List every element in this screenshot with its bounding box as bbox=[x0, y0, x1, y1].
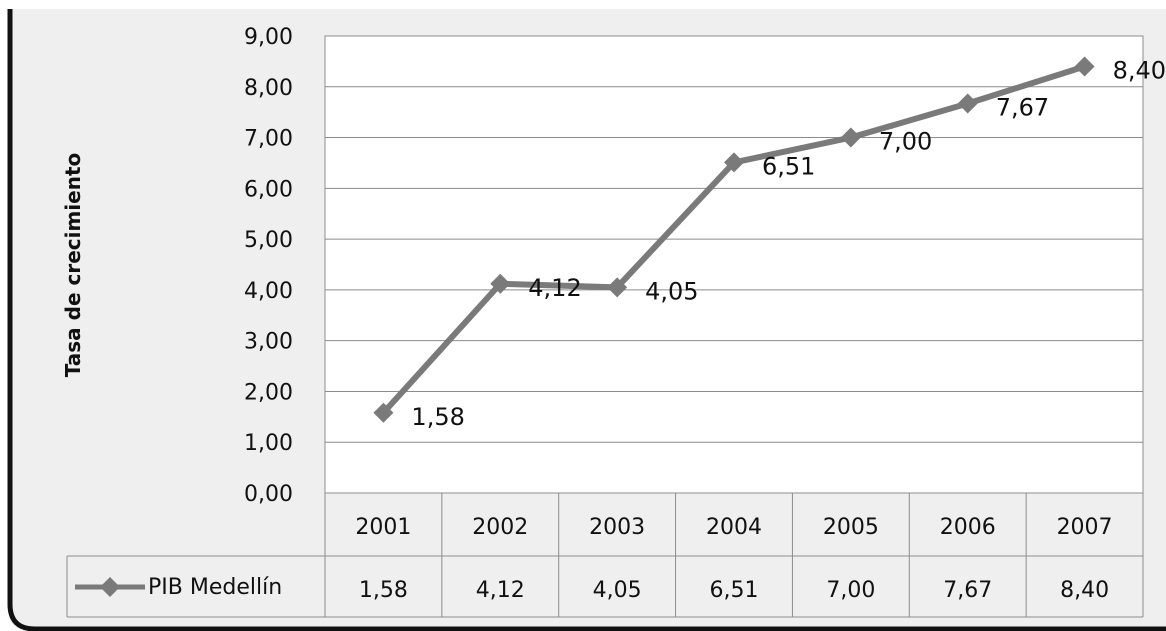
x-category-label: 2002 bbox=[472, 515, 528, 540]
table-value-cell: 1,58 bbox=[359, 578, 408, 603]
y-tick-label: 9,00 bbox=[244, 25, 293, 50]
data-label: 4,12 bbox=[528, 274, 581, 302]
y-tick-label: 0,00 bbox=[244, 482, 293, 507]
y-tick-label: 6,00 bbox=[244, 177, 293, 202]
data-marker bbox=[373, 402, 394, 423]
data-marker bbox=[1074, 56, 1095, 77]
table-value-cell: 6,51 bbox=[710, 578, 759, 603]
y-tick-label: 7,00 bbox=[244, 127, 293, 152]
data-marker bbox=[840, 127, 861, 148]
series-markers bbox=[373, 56, 1095, 423]
table-value-cell: 8,40 bbox=[1060, 578, 1109, 603]
x-category-label: 2005 bbox=[823, 515, 879, 540]
gridlines bbox=[325, 35, 1143, 443]
data-labels: 1,58 4,12 4,05 6,51 7,00 7,67 8,40 bbox=[411, 56, 1166, 430]
legend-series-name: PIB Medellín bbox=[148, 575, 282, 600]
y-tick-label: 1,00 bbox=[244, 431, 293, 456]
table-value-cell: 7,67 bbox=[943, 578, 992, 603]
x-category-label: 2003 bbox=[589, 515, 645, 540]
data-label: 7,00 bbox=[879, 128, 932, 156]
y-axis-label: Tasa de crecimiento bbox=[61, 153, 85, 378]
x-category-label: 2006 bbox=[940, 515, 996, 540]
plot-area bbox=[324, 35, 1144, 494]
y-tick-label: 8,00 bbox=[244, 76, 293, 101]
data-marker bbox=[490, 273, 511, 294]
table-value-cell: 4,12 bbox=[476, 578, 525, 603]
data-label: 8,40 bbox=[1113, 56, 1166, 84]
data-marker bbox=[724, 152, 744, 173]
y-tick-label: 3,00 bbox=[244, 330, 293, 355]
data-label: 1,58 bbox=[411, 403, 464, 431]
data-label: 4,05 bbox=[645, 277, 698, 305]
x-category-label: 2007 bbox=[1057, 515, 1113, 540]
data-label: 7,67 bbox=[996, 94, 1049, 122]
data-marker bbox=[607, 277, 628, 298]
data-marker bbox=[957, 93, 978, 114]
y-axis-ticks: 0,00 1,00 2,00 3,00 4,00 5,00 6,00 7,00 8,00 9,00 bbox=[244, 25, 293, 507]
y-tick-label: 5,00 bbox=[244, 228, 293, 253]
x-category-label: 2001 bbox=[355, 515, 411, 540]
chart-border bbox=[7, 9, 1166, 631]
table-value-cell: 4,05 bbox=[593, 578, 642, 603]
legend-diamond-key bbox=[100, 577, 120, 597]
y-tick-label: 2,00 bbox=[244, 380, 293, 405]
y-tick-label: 4,00 bbox=[244, 279, 293, 304]
data-label: 6,51 bbox=[762, 152, 815, 180]
x-category-label: 2004 bbox=[706, 515, 762, 540]
table-value-cell: 7,00 bbox=[826, 578, 875, 603]
data-table: 2001 2002 2003 2004 2005 2006 2007 1,58 4,12 4,05… bbox=[66, 493, 1144, 618]
